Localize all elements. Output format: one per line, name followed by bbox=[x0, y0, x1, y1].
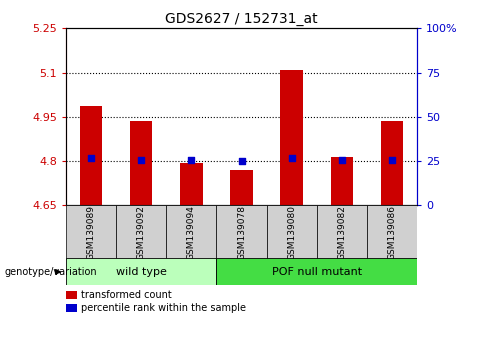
Text: GSM139089: GSM139089 bbox=[86, 205, 96, 260]
Text: GSM139080: GSM139080 bbox=[287, 205, 296, 260]
Bar bbox=[317, 205, 367, 260]
Bar bbox=[266, 205, 317, 260]
Text: genotype/variation: genotype/variation bbox=[5, 267, 98, 277]
Bar bbox=[331, 156, 353, 205]
Text: GSM139086: GSM139086 bbox=[387, 205, 397, 260]
Point bbox=[238, 158, 245, 164]
Bar bbox=[66, 205, 116, 260]
Bar bbox=[116, 205, 166, 260]
Text: GSM139078: GSM139078 bbox=[237, 205, 246, 260]
Point bbox=[137, 158, 145, 163]
Bar bbox=[367, 205, 417, 260]
Text: wild type: wild type bbox=[116, 267, 166, 277]
Point bbox=[388, 158, 396, 163]
Bar bbox=[217, 205, 266, 260]
Bar bbox=[66, 258, 217, 285]
Point bbox=[87, 155, 95, 161]
Text: transformed count: transformed count bbox=[81, 290, 171, 300]
Bar bbox=[381, 121, 404, 205]
Point bbox=[288, 155, 296, 160]
Text: POF null mutant: POF null mutant bbox=[272, 267, 362, 277]
Bar bbox=[180, 162, 203, 205]
Bar bbox=[66, 291, 77, 299]
Text: GSM139094: GSM139094 bbox=[187, 205, 196, 260]
Bar bbox=[166, 205, 217, 260]
Bar bbox=[217, 258, 417, 285]
Bar bbox=[66, 304, 77, 312]
Text: GSM139092: GSM139092 bbox=[137, 205, 146, 260]
Point bbox=[187, 158, 195, 163]
Bar bbox=[230, 170, 253, 205]
Bar bbox=[130, 121, 152, 205]
Text: percentile rank within the sample: percentile rank within the sample bbox=[81, 303, 245, 313]
Bar bbox=[281, 70, 303, 205]
Bar bbox=[80, 107, 102, 205]
Title: GDS2627 / 152731_at: GDS2627 / 152731_at bbox=[165, 12, 318, 26]
Text: GSM139082: GSM139082 bbox=[337, 205, 346, 260]
Point bbox=[338, 158, 346, 163]
